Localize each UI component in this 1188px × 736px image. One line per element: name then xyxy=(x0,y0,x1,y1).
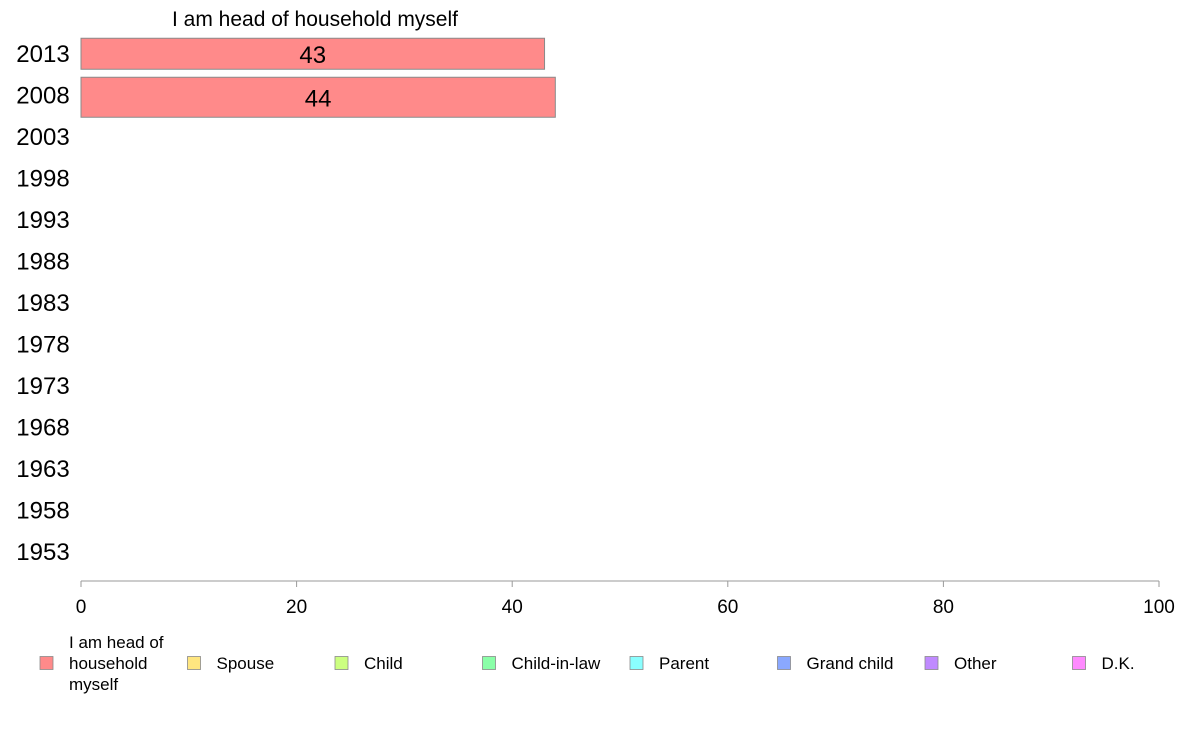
y-axis-labels: 2013 2008 2003 1998 1993 1988 1983 1978 1973 1968… xyxy=(16,41,69,566)
legend-swatch xyxy=(482,656,496,670)
chart-title: I am head of household myself xyxy=(172,8,458,31)
legend-label: Spouse xyxy=(217,654,275,673)
y-tick-label: 1958 xyxy=(16,497,69,524)
y-tick-label: 2008 xyxy=(16,82,69,109)
bar-value-label: 43 xyxy=(299,42,326,69)
bars: 43 44 xyxy=(80,37,556,118)
bar xyxy=(80,37,546,70)
legend-label: household xyxy=(69,654,147,673)
y-tick-label: 2003 xyxy=(16,124,69,151)
bar xyxy=(80,76,556,118)
legend-label: Parent xyxy=(659,654,709,673)
y-tick-label: 1998 xyxy=(16,165,69,192)
legend: I am head of household myself Spouse Child Ch… xyxy=(39,633,1135,694)
y-tick-label: 1953 xyxy=(16,539,69,566)
y-tick-label: 1988 xyxy=(16,248,69,275)
legend-label: myself xyxy=(69,675,118,694)
legend-swatch xyxy=(187,656,201,670)
legend-swatch xyxy=(629,656,644,670)
x-tick-label: 20 xyxy=(286,597,307,618)
x-tick-label: 40 xyxy=(502,597,523,618)
bar-value-label: 44 xyxy=(305,85,332,112)
y-tick-label: 1993 xyxy=(16,207,69,234)
x-tick-label: 100 xyxy=(1143,597,1175,618)
legend-swatch xyxy=(39,656,54,670)
y-tick-label: 1963 xyxy=(16,456,69,483)
x-tick-label: 0 xyxy=(76,597,87,618)
legend-swatch xyxy=(777,656,791,670)
legend-label: Child-in-law xyxy=(512,654,602,673)
y-tick-label: 1978 xyxy=(16,331,69,358)
legend-label: D.K. xyxy=(1102,654,1135,673)
x-tick-label: 60 xyxy=(717,597,738,618)
y-tick-label: 2013 xyxy=(16,41,69,68)
y-tick-label: 1968 xyxy=(16,414,69,441)
legend-swatch xyxy=(924,656,939,670)
legend-swatch xyxy=(334,656,349,670)
x-tick-label: 80 xyxy=(933,597,954,618)
legend-label: Child xyxy=(364,654,403,673)
legend-label: Other xyxy=(954,654,997,673)
x-axis: 0 20 40 60 80 100 xyxy=(76,580,1175,618)
legend-swatch xyxy=(1072,656,1086,670)
y-tick-label: 1973 xyxy=(16,373,69,400)
legend-label: Grand child xyxy=(807,654,894,673)
legend-label: I am head of xyxy=(69,633,164,652)
y-tick-label: 1983 xyxy=(16,290,69,317)
